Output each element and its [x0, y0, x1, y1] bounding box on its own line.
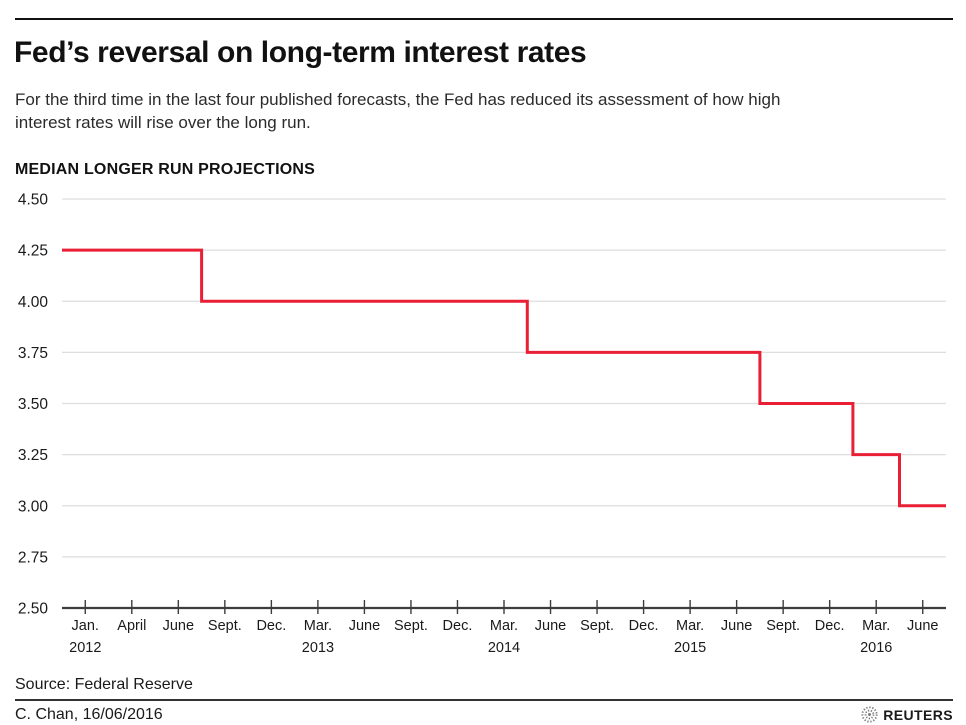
x-tick-label: June [535, 618, 566, 634]
top-rule [15, 18, 953, 20]
reuters-sunburst-icon [861, 706, 878, 723]
x-tick-label: Dec. [256, 618, 286, 634]
y-tick-label: 3.75 [18, 345, 48, 362]
x-tick-label: Mar. [862, 618, 890, 634]
y-tick-label: 3.00 [18, 498, 49, 515]
x-tick-label: June [721, 618, 752, 634]
x-tick-label: Sept. [394, 618, 428, 634]
x-tick-label: Dec. [815, 618, 845, 634]
x-tick-label: Sept. [766, 618, 800, 634]
subtitle: For the third time in the last four publ… [15, 90, 781, 132]
x-tick-label: Sept. [208, 618, 242, 634]
x-year-label: 2013 [302, 640, 334, 656]
x-tick-label: Mar. [676, 618, 704, 634]
x-tick-label: April [117, 618, 146, 634]
reuters-wordmark: REUTERS [883, 706, 953, 723]
footer-rule [15, 699, 953, 701]
x-tick-label: June [349, 618, 380, 634]
x-tick-label: Dec. [443, 618, 473, 634]
x-year-label: 2015 [674, 640, 706, 656]
y-tick-label: 2.75 [18, 549, 48, 566]
y-tick-label: 3.25 [18, 447, 48, 464]
reuters-logo: REUTERS [861, 706, 953, 723]
x-tick-label: Sept. [580, 618, 614, 634]
x-tick-label: June [163, 618, 194, 634]
x-year-label: 2014 [488, 640, 520, 656]
chart-title: MEDIAN LONGER RUN PROJECTIONS [15, 161, 316, 178]
x-tick-label: June [907, 618, 938, 634]
y-tick-label: 4.25 [18, 243, 48, 260]
x-year-label: 2016 [860, 640, 892, 656]
x-tick-label: Dec. [629, 618, 659, 634]
x-year-label: 2012 [69, 640, 101, 656]
y-tick-label: 4.00 [18, 294, 49, 311]
headline: Fed’s reversal on long-term interest rat… [14, 36, 587, 69]
credit-byline: C. Chan, 16/06/2016 [15, 706, 163, 723]
y-tick-label: 2.50 [18, 601, 49, 618]
source-note: Source: Federal Reserve [15, 676, 193, 693]
x-tick-label: Mar. [304, 618, 332, 634]
y-tick-label: 4.50 [18, 192, 49, 209]
projection-step-line [62, 248, 946, 508]
x-tick-label: Jan. [72, 618, 99, 634]
y-tick-label: 3.50 [18, 396, 49, 413]
x-tick-label: Mar. [490, 618, 518, 634]
